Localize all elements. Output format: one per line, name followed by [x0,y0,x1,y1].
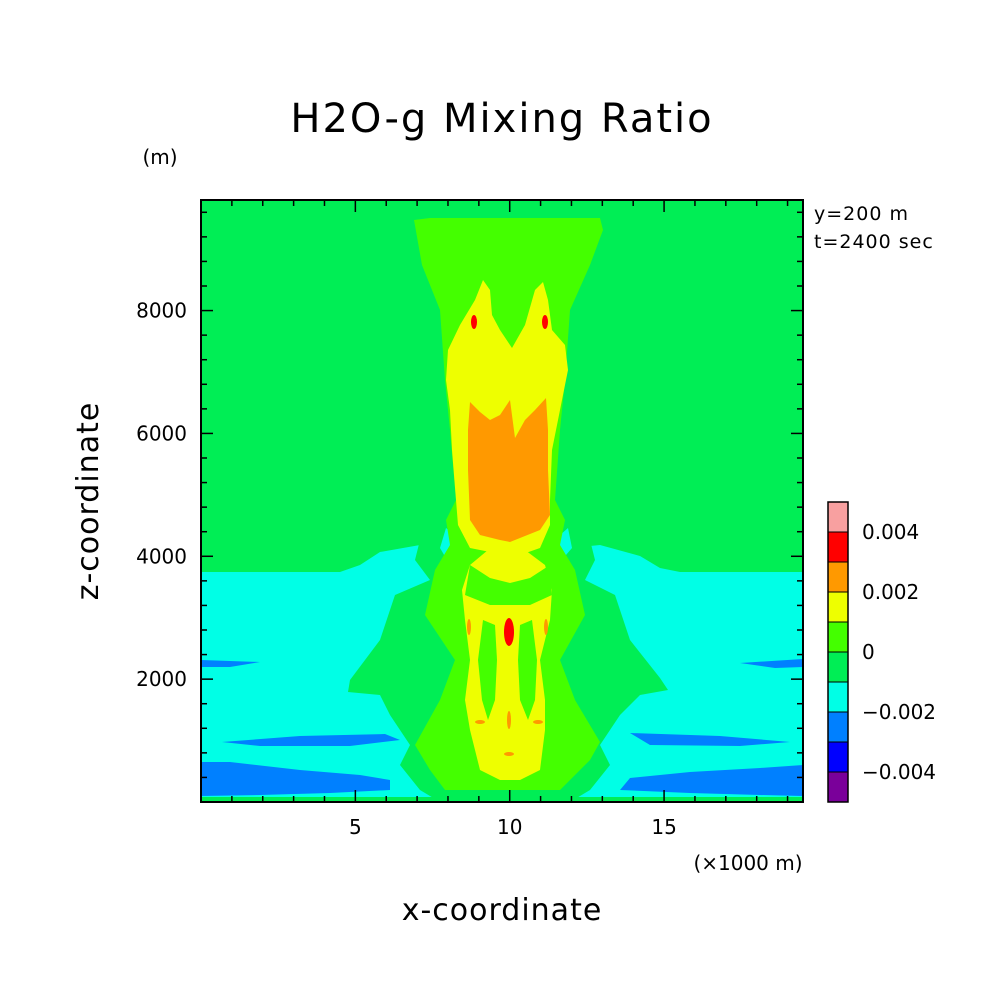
colorbar-swatch [827,771,849,803]
contour-plume-inner-green-left [478,620,497,720]
contour-streak-bottom-right [620,765,803,796]
contour-streak-2350-right [740,659,803,668]
colorbar-swatch [827,501,849,533]
colorbar: 0.004 0.002 0 −0.002 −0.004 [827,501,936,803]
colorbar-tick-label: −0.002 [862,700,936,724]
colorbar-swatch [827,651,849,683]
colorbar-tick-label: 0.002 [862,580,919,604]
colorbar-swatch [827,591,849,623]
contour-red-spot-left [471,315,477,329]
contour-red-spot-core [504,618,514,646]
colorbar-swatch [827,531,849,563]
y-tick-label: 8000 [136,299,187,323]
y-tick-label: 6000 [136,421,187,445]
contour-plume-inner-green-right [518,620,537,720]
colorbar-swatch [827,621,849,653]
colorbar-swatch [827,711,849,743]
x-tick-label: 15 [651,815,676,839]
y-tick-label: 4000 [136,544,187,568]
x-unit-label: (×1000 m) [693,851,802,875]
contour-orange-spot-1 [467,619,471,635]
contour-streak-bottom-left [201,762,390,796]
chart-title: H2O-g Mixing Ratio [290,96,713,142]
colorbar-tick-label: 0.004 [862,520,919,544]
contour-orange-spot-2 [544,619,548,635]
contour-orange-spot-3 [507,711,511,729]
contour-orange-spot-4 [475,720,485,724]
contour-field [201,200,803,802]
x-tick-label: 5 [349,815,362,839]
plot-frame [200,199,804,803]
contour-streak-2350 [201,660,260,667]
x-tick-label: 10 [497,815,522,839]
annotation-y-position: y=200 m [814,203,909,225]
contour-streak-1050-right [630,733,790,746]
contour-red-spot-right [542,315,548,329]
contour-orange-spot-5 [533,720,543,724]
plot-axes: 5 10 15 2000 4000 6000 8000 [136,199,804,839]
annotation-time: t=2400 sec [814,231,934,253]
colorbar-frame [827,501,849,803]
colorbar-swatch [827,741,849,773]
contour-plume-inner-green-mid [465,565,552,605]
y-unit-label: (m) [142,145,177,169]
colorbar-tick-label: −0.004 [862,760,936,784]
y-axis-title: z-coordinate [71,402,106,601]
contour-streak-1050 [222,734,400,746]
colorbar-tick-label: 0 [862,640,875,664]
x-axis-title: x-coordinate [402,893,603,928]
colorbar-swatch [827,561,849,593]
y-tick-label: 2000 [136,667,187,691]
contour-orange-spot-6 [504,752,514,756]
colorbar-swatch [827,681,849,713]
contour-plume-orange-core [468,398,550,542]
